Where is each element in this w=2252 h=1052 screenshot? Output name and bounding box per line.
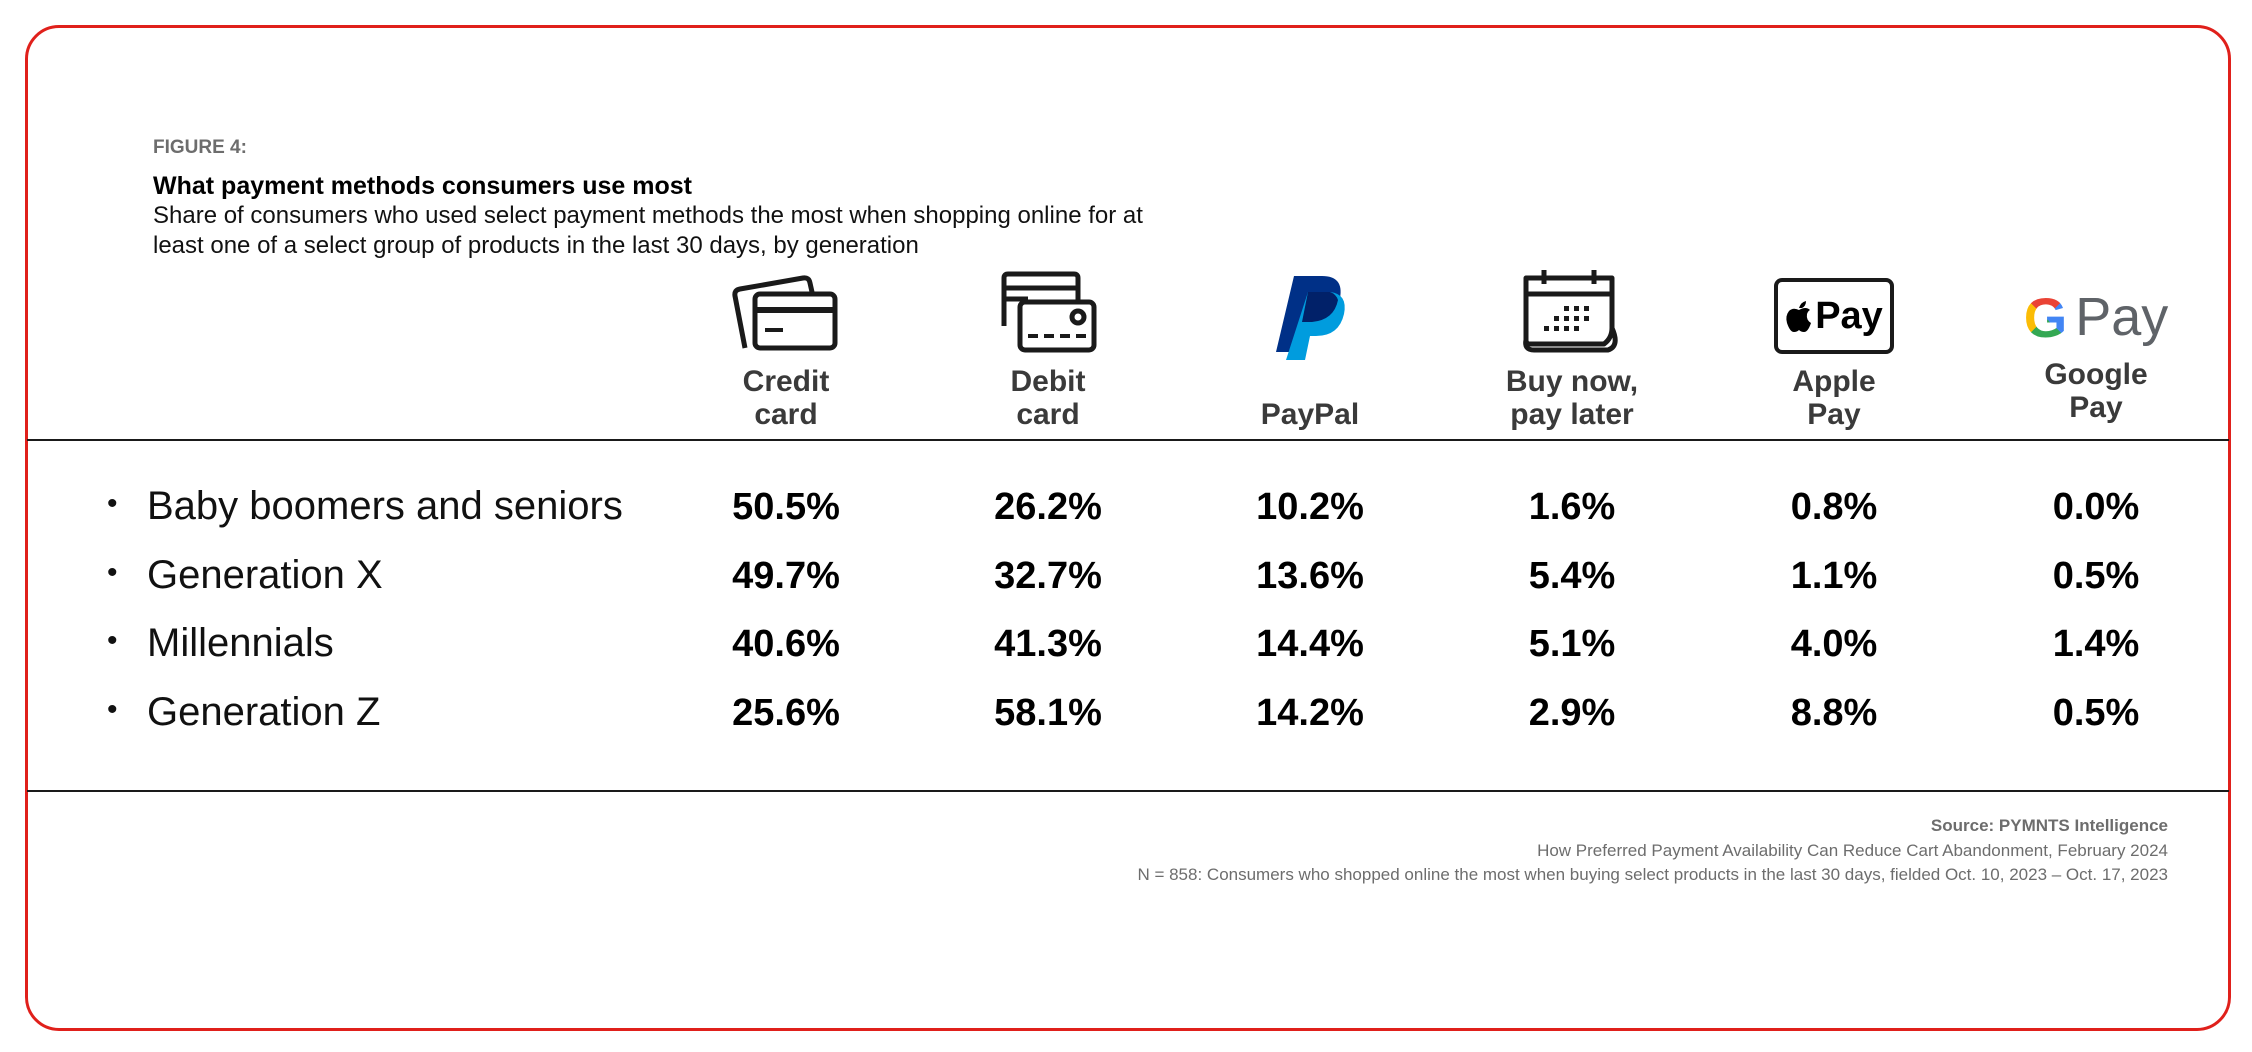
table-cell: 13.6% [1256, 555, 1364, 597]
paypal-logo-icon [1276, 276, 1345, 360]
table-cell: 0.0% [2052, 486, 2140, 528]
google-pay-text: Pay [2075, 287, 2169, 347]
column-label: Buy now, pay later [1452, 365, 1692, 431]
column-label-line2: card [754, 398, 818, 431]
column-label-line2: PayPal [1260, 398, 1360, 431]
source-note: Source: PYMNTS Intelligence [1930, 816, 2168, 835]
sample-note: N = 858: Consumers who shopped online th… [1137, 865, 2168, 884]
column-label-line1: Credit [742, 365, 830, 398]
table-cell: 14.4% [1256, 623, 1364, 665]
bullet-icon: • [107, 693, 118, 727]
figure-frame [25, 25, 2231, 1031]
table-cell: 1.4% [2052, 623, 2140, 665]
column-label: Debit card [928, 365, 1168, 431]
table-cell: 40.6% [732, 623, 840, 665]
column-label-line1 [1190, 365, 1430, 398]
table-cell: 1.6% [1528, 486, 1616, 528]
table-cell: 0.5% [2052, 692, 2140, 734]
row-label-text: Generation X [147, 553, 383, 597]
column-label: Credit card [666, 365, 906, 431]
figure-title: What payment methods consumers use most [153, 172, 693, 200]
row-label: • Generation Z [107, 690, 380, 735]
calendar-icon [1523, 270, 1618, 353]
report-title-note: How Preferred Payment Availability Can R… [1537, 841, 2168, 860]
column-label-line1: Debit [1010, 365, 1086, 398]
column-label-line2: card [1016, 398, 1080, 431]
table-cell: 50.5% [732, 486, 840, 528]
table-cell: 32.7% [994, 555, 1102, 597]
table-cell: 1.1% [1790, 555, 1878, 597]
table-cell: 4.0% [1790, 623, 1878, 665]
table-cell: 2.9% [1528, 692, 1616, 734]
table-cell: 49.7% [732, 555, 840, 597]
table-cell: 58.1% [994, 692, 1102, 734]
table-cell: 5.4% [1528, 555, 1616, 597]
bullet-icon: • [107, 556, 118, 590]
table-cell: 14.2% [1256, 692, 1364, 734]
row-label: • Generation X [107, 553, 383, 598]
apple-pay-logo-icon: Pay [1774, 278, 1894, 354]
column-label-line1: Buy now, [1505, 365, 1639, 398]
apple-icon [1786, 301, 1812, 332]
header-divider [27, 439, 2229, 441]
credit-card-icon [732, 275, 838, 351]
debit-card-icon [1001, 271, 1097, 353]
footer-divider [27, 790, 2229, 792]
table-cell: 0.5% [2052, 555, 2140, 597]
column-label-line1: Apple [1792, 365, 1876, 398]
row-label: • Baby boomers and seniors [107, 484, 623, 529]
row-label-text: Baby boomers and seniors [147, 484, 623, 528]
google-g-icon: G [2023, 285, 2068, 349]
column-label-line2: pay later [1510, 398, 1634, 431]
row-label: • Millennials [107, 621, 334, 666]
figure-subtitle: Share of consumers who used select payme… [153, 202, 1143, 259]
google-pay-logo-icon: G Pay [2021, 285, 2171, 349]
column-label-line2: Pay [1807, 398, 1861, 431]
bullet-icon: • [107, 624, 118, 658]
figure-label: FIGURE 4: [153, 137, 247, 158]
column-label: PayPal [1190, 365, 1430, 431]
column-label: Apple Pay [1714, 365, 1954, 431]
bullet-icon: • [107, 487, 118, 521]
column-label: Google Pay [1976, 358, 2216, 424]
apple-pay-text: Pay [1815, 294, 1883, 337]
column-label-line2: Pay [2069, 391, 2123, 424]
row-label-text: Generation Z [147, 690, 381, 734]
table-cell: 41.3% [994, 623, 1102, 665]
table-cell: 10.2% [1256, 486, 1364, 528]
column-label-line1: Google [2044, 358, 2148, 391]
row-label-text: Millennials [147, 621, 334, 665]
table-cell: 0.8% [1790, 486, 1878, 528]
table-cell: 25.6% [732, 692, 840, 734]
table-cell: 5.1% [1528, 623, 1616, 665]
table-cell: 8.8% [1790, 692, 1878, 734]
table-cell: 26.2% [994, 486, 1102, 528]
